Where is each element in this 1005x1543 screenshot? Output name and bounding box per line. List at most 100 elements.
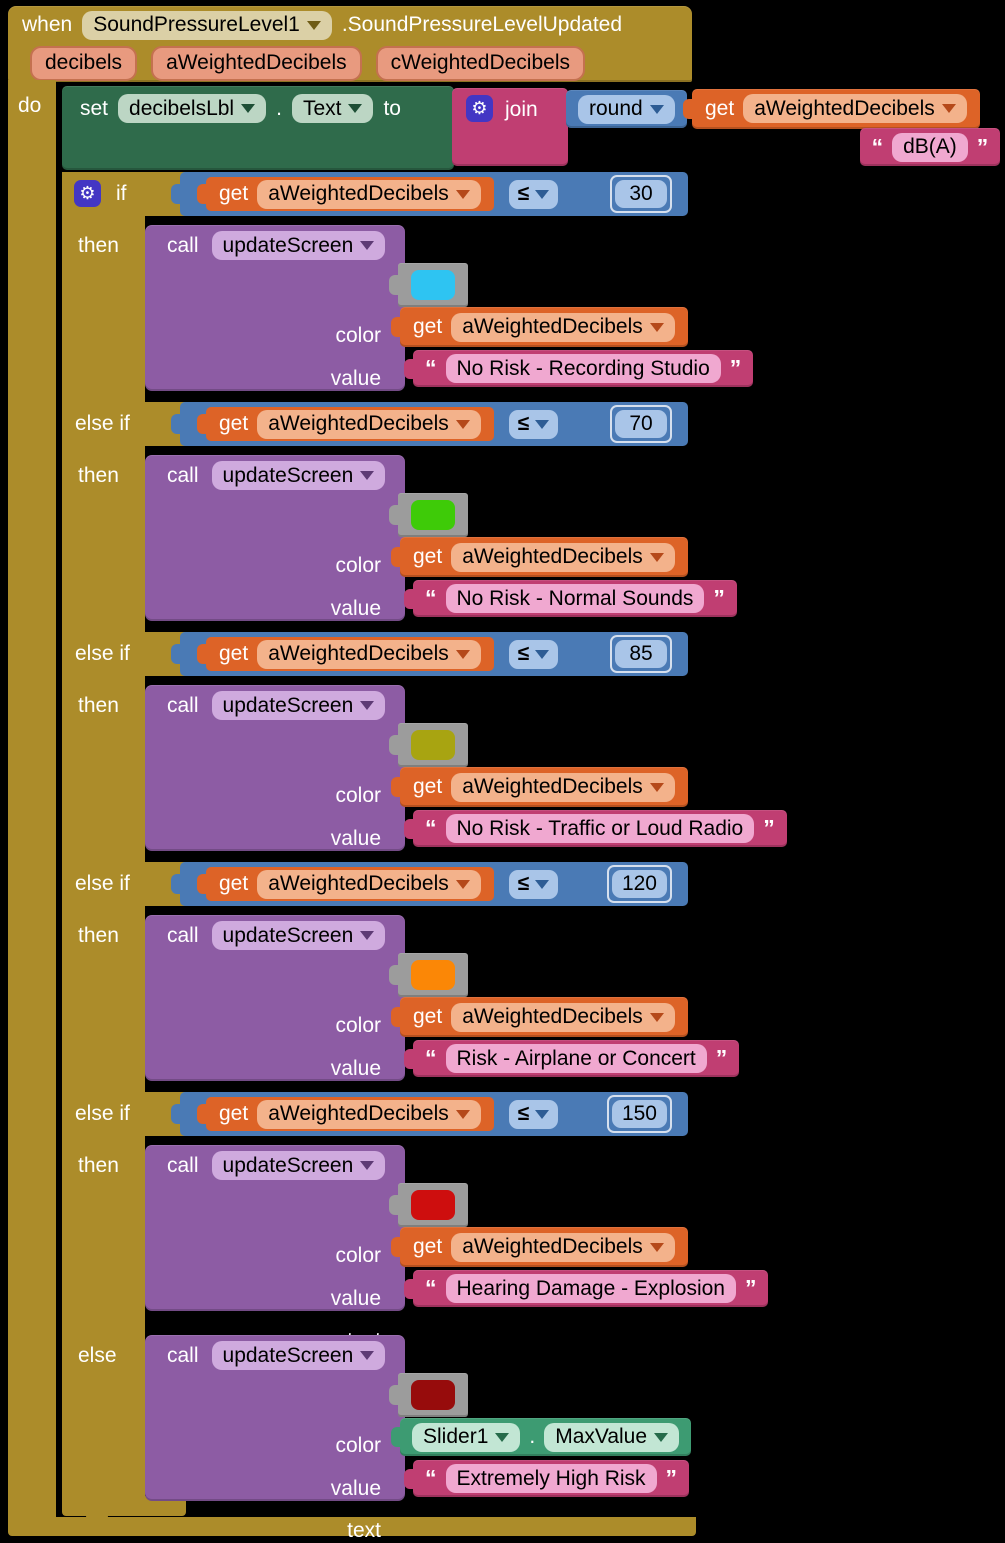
get-variable-block[interactable]: get aWeightedDecibels [692, 88, 980, 129]
get-variable-block[interactable]: get aWeightedDecibels [400, 997, 688, 1037]
close-quote: ” [713, 585, 725, 611]
color-block[interactable] [389, 953, 468, 997]
get-variable-block[interactable]: get aWeightedDecibels [400, 537, 688, 577]
call-updatescreen-block[interactable]: call updateScreen color value text [145, 685, 405, 892]
comparison-block[interactable]: get aWeightedDecibels ≤ 70 [171, 402, 688, 446]
color-swatch[interactable] [411, 270, 455, 300]
operator-dropdown[interactable]: ≤ [508, 409, 559, 439]
operator-dropdown[interactable]: ≤ [508, 869, 559, 899]
color-swatch[interactable] [411, 960, 455, 990]
operator-dropdown[interactable]: ≤ [508, 639, 559, 669]
operator-dropdown[interactable]: ≤ [508, 179, 559, 209]
variable-dropdown[interactable]: aWeightedDecibels [257, 409, 481, 439]
round-dropdown[interactable]: round [578, 94, 675, 124]
number-block[interactable]: 120 [606, 865, 672, 903]
color-block[interactable] [389, 1183, 468, 1227]
property-dropdown[interactable]: MaxValue [544, 1422, 680, 1452]
get-variable-block[interactable]: get aWeightedDecibels [400, 307, 688, 347]
set-property-dropdown[interactable]: Text [291, 94, 374, 123]
color-block[interactable] [389, 723, 468, 767]
if-mutator-gear-icon[interactable]: ⚙ [74, 180, 101, 207]
get-variable-block[interactable]: get aWeightedDecibels [206, 177, 494, 211]
string-field[interactable]: Extremely High Risk [445, 1464, 657, 1493]
param-chip-decibels[interactable]: decibels [30, 45, 138, 81]
get-variable-block[interactable]: get aWeightedDecibels [400, 1227, 688, 1267]
when-event-block[interactable]: when SoundPressureLevel1 .SoundPressureL… [8, 6, 692, 82]
color-swatch[interactable] [411, 500, 455, 530]
number-field[interactable]: 150 [611, 1100, 667, 1128]
component-dropdown[interactable]: SoundPressureLevel1 [82, 10, 332, 40]
string-block[interactable]: “ No Risk - Normal Sounds ” [413, 580, 737, 617]
param-chip-cweighteddecibels[interactable]: cWeightedDecibels [375, 45, 585, 81]
close-quote: ” [763, 815, 775, 841]
procedure-dropdown[interactable]: updateScreen [211, 1341, 386, 1370]
color-block[interactable] [389, 263, 468, 307]
number-field[interactable]: 30 [615, 180, 667, 208]
join-text-block[interactable]: ⚙ join [452, 88, 568, 166]
procedure-dropdown[interactable]: updateScreen [211, 461, 386, 490]
number-field[interactable]: 70 [615, 410, 667, 438]
set-component-dropdown[interactable]: decibelsLbl [118, 94, 267, 123]
string-field[interactable]: Hearing Damage - Explosion [445, 1274, 736, 1303]
string-block[interactable]: “ No Risk - Recording Studio ” [413, 350, 754, 387]
param-chip-aweighteddecibels[interactable]: aWeightedDecibels [151, 45, 362, 81]
get-variable-block[interactable]: get aWeightedDecibels [206, 637, 494, 671]
procedure-dropdown[interactable]: updateScreen [211, 231, 386, 260]
component-dropdown[interactable]: Slider1 [412, 1422, 521, 1452]
variable-dropdown[interactable]: aWeightedDecibels [451, 312, 675, 342]
comparison-block[interactable]: get aWeightedDecibels ≤ 85 [171, 632, 688, 676]
color-swatch[interactable] [411, 730, 455, 760]
variable-dropdown[interactable]: aWeightedDecibels [451, 1002, 675, 1032]
variable-dropdown[interactable]: aWeightedDecibels [451, 772, 675, 802]
string-block-dba[interactable]: “ dB(A) ” [859, 128, 1001, 166]
get-variable-block[interactable]: get aWeightedDecibels [206, 1097, 494, 1131]
get-variable-block[interactable]: get aWeightedDecibels [206, 867, 494, 901]
get-variable-block[interactable]: get aWeightedDecibels [400, 767, 688, 807]
number-block[interactable]: 150 [606, 1095, 672, 1133]
when-block-bottom-bar [8, 1517, 696, 1536]
comparison-block[interactable]: get aWeightedDecibels ≤ 150 [171, 1092, 688, 1136]
color-swatch[interactable] [411, 1190, 455, 1220]
string-field[interactable]: dB(A) [892, 132, 968, 162]
comparison-block[interactable]: get aWeightedDecibels ≤ 30 [171, 172, 688, 216]
string-field[interactable]: No Risk - Recording Studio [445, 354, 721, 383]
number-field[interactable]: 120 [611, 870, 667, 898]
string-field[interactable]: No Risk - Traffic or Loud Radio [445, 814, 755, 843]
call-updatescreen-block[interactable]: call updateScreen color value text [145, 225, 405, 432]
procedure-dropdown[interactable]: updateScreen [211, 921, 386, 950]
call-updatescreen-block[interactable]: call updateScreen color value text [145, 1335, 405, 1542]
variable-dropdown[interactable]: aWeightedDecibels [743, 94, 967, 123]
color-block[interactable] [389, 1373, 468, 1417]
number-block[interactable]: 70 [610, 405, 672, 443]
string-field[interactable]: No Risk - Normal Sounds [445, 584, 705, 613]
operator-dropdown[interactable]: ≤ [508, 1099, 559, 1129]
string-field[interactable]: Risk - Airplane or Concert [445, 1044, 707, 1073]
call-updatescreen-block[interactable]: call updateScreen color value text [145, 455, 405, 662]
variable-dropdown[interactable]: aWeightedDecibels [257, 179, 481, 209]
set-property-block[interactable]: set decibelsLbl . Text to [62, 86, 454, 170]
call-updatescreen-block[interactable]: call updateScreen color value text [145, 1145, 405, 1352]
variable-dropdown[interactable]: aWeightedDecibels [451, 1232, 675, 1262]
call-updatescreen-block[interactable]: call updateScreen color value text [145, 915, 405, 1122]
number-field[interactable]: 85 [615, 640, 667, 668]
color-swatch[interactable] [411, 1380, 455, 1410]
number-block[interactable]: 85 [610, 635, 672, 673]
procedure-dropdown[interactable]: updateScreen [211, 1151, 386, 1180]
component-property-getter-block[interactable]: Slider1 . MaxValue [400, 1418, 692, 1456]
round-math-block[interactable]: round [566, 90, 687, 128]
variable-dropdown[interactable]: aWeightedDecibels [257, 869, 481, 899]
string-block[interactable]: “ Hearing Damage - Explosion ” [413, 1270, 769, 1307]
mutator-gear-icon[interactable]: ⚙ [466, 95, 493, 122]
number-block[interactable]: 30 [610, 175, 672, 213]
comparison-block[interactable]: get aWeightedDecibels ≤ 120 [171, 862, 688, 906]
color-block[interactable] [389, 493, 468, 537]
variable-dropdown[interactable]: aWeightedDecibels [257, 1099, 481, 1129]
else-if-label: else if [75, 642, 130, 665]
string-block[interactable]: “ Risk - Airplane or Concert ” [413, 1040, 740, 1077]
variable-dropdown[interactable]: aWeightedDecibels [257, 639, 481, 669]
get-variable-block[interactable]: get aWeightedDecibels [206, 407, 494, 441]
string-block[interactable]: “ Extremely High Risk ” [413, 1460, 690, 1497]
procedure-dropdown[interactable]: updateScreen [211, 691, 386, 720]
string-block[interactable]: “ No Risk - Traffic or Loud Radio ” [413, 810, 787, 847]
variable-dropdown[interactable]: aWeightedDecibels [451, 542, 675, 572]
